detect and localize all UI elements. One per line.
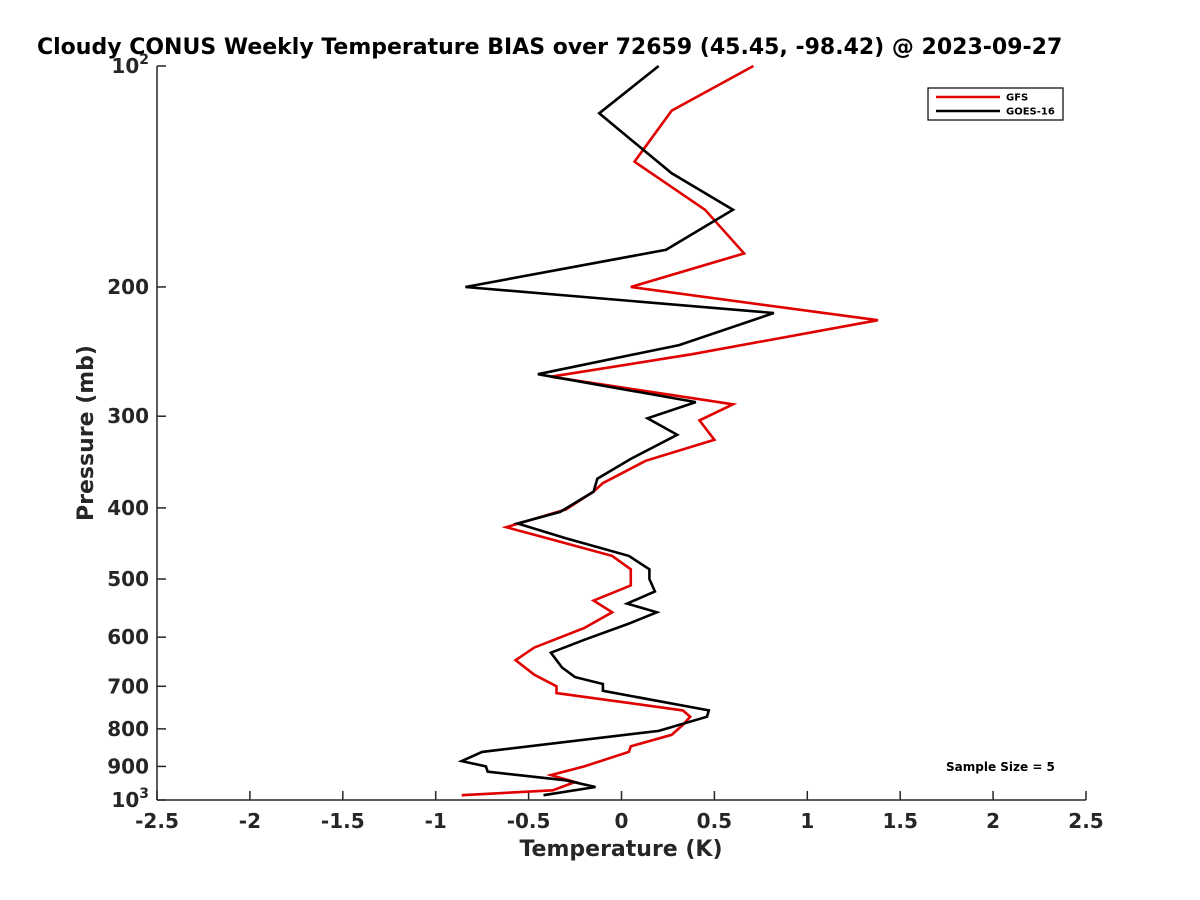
series-line-gfs [461,64,879,797]
x-tick-label: -1 [425,809,447,833]
x-axis-ticks: -2.5 -2 -1.5 -1 -0.5 0 0.5 1 1.5 2 2.5 [135,791,1104,833]
y-tick-label: 700 [107,674,149,698]
y-tick-label: 400 [107,496,149,520]
x-tick-label: 1.5 [882,809,917,833]
x-tick-label: -2 [239,809,261,833]
y-tick-label: 500 [107,567,149,591]
chart-title: Cloudy CONUS Weekly Temperature BIAS ove… [37,35,1062,60]
y-tick-label: 103 [111,786,149,812]
x-tick-label: 2 [986,809,1000,833]
x-tick-label: 0.5 [697,809,732,833]
legend-label: GOES-16 [1006,107,1055,118]
legend: GFS GOES-16 [927,87,1064,121]
series-lines [457,64,879,797]
y-tick-base: 10 [111,788,139,812]
x-tick-label: -1.5 [321,809,365,833]
y-tick-label: 102 [111,52,149,78]
sample-size-annotation: Sample Size = 5 [946,760,1055,774]
x-tick-label: 0 [615,809,629,833]
y-tick-label: 300 [107,404,149,428]
y-axis-label: Pressure (mb) [74,345,99,521]
y-tick-exponent: 2 [139,52,149,68]
x-tick-label: -0.5 [507,809,551,833]
legend-box [927,87,1064,121]
y-tick-label: 600 [107,625,149,649]
x-tick-label: -2.5 [135,809,179,833]
y-tick-label: 900 [107,754,149,778]
y-tick-exponent: 3 [139,786,149,802]
y-tick-base: 10 [111,54,139,78]
series-line-goes-16 [457,64,775,797]
x-tick-label: 2.5 [1068,809,1103,833]
x-axis-label: Temperature (K) [519,837,722,862]
legend-label: GFS [1006,93,1028,104]
y-tick-label: 800 [107,717,149,741]
y-tick-label: 200 [107,275,149,299]
x-tick-label: 1 [800,809,814,833]
